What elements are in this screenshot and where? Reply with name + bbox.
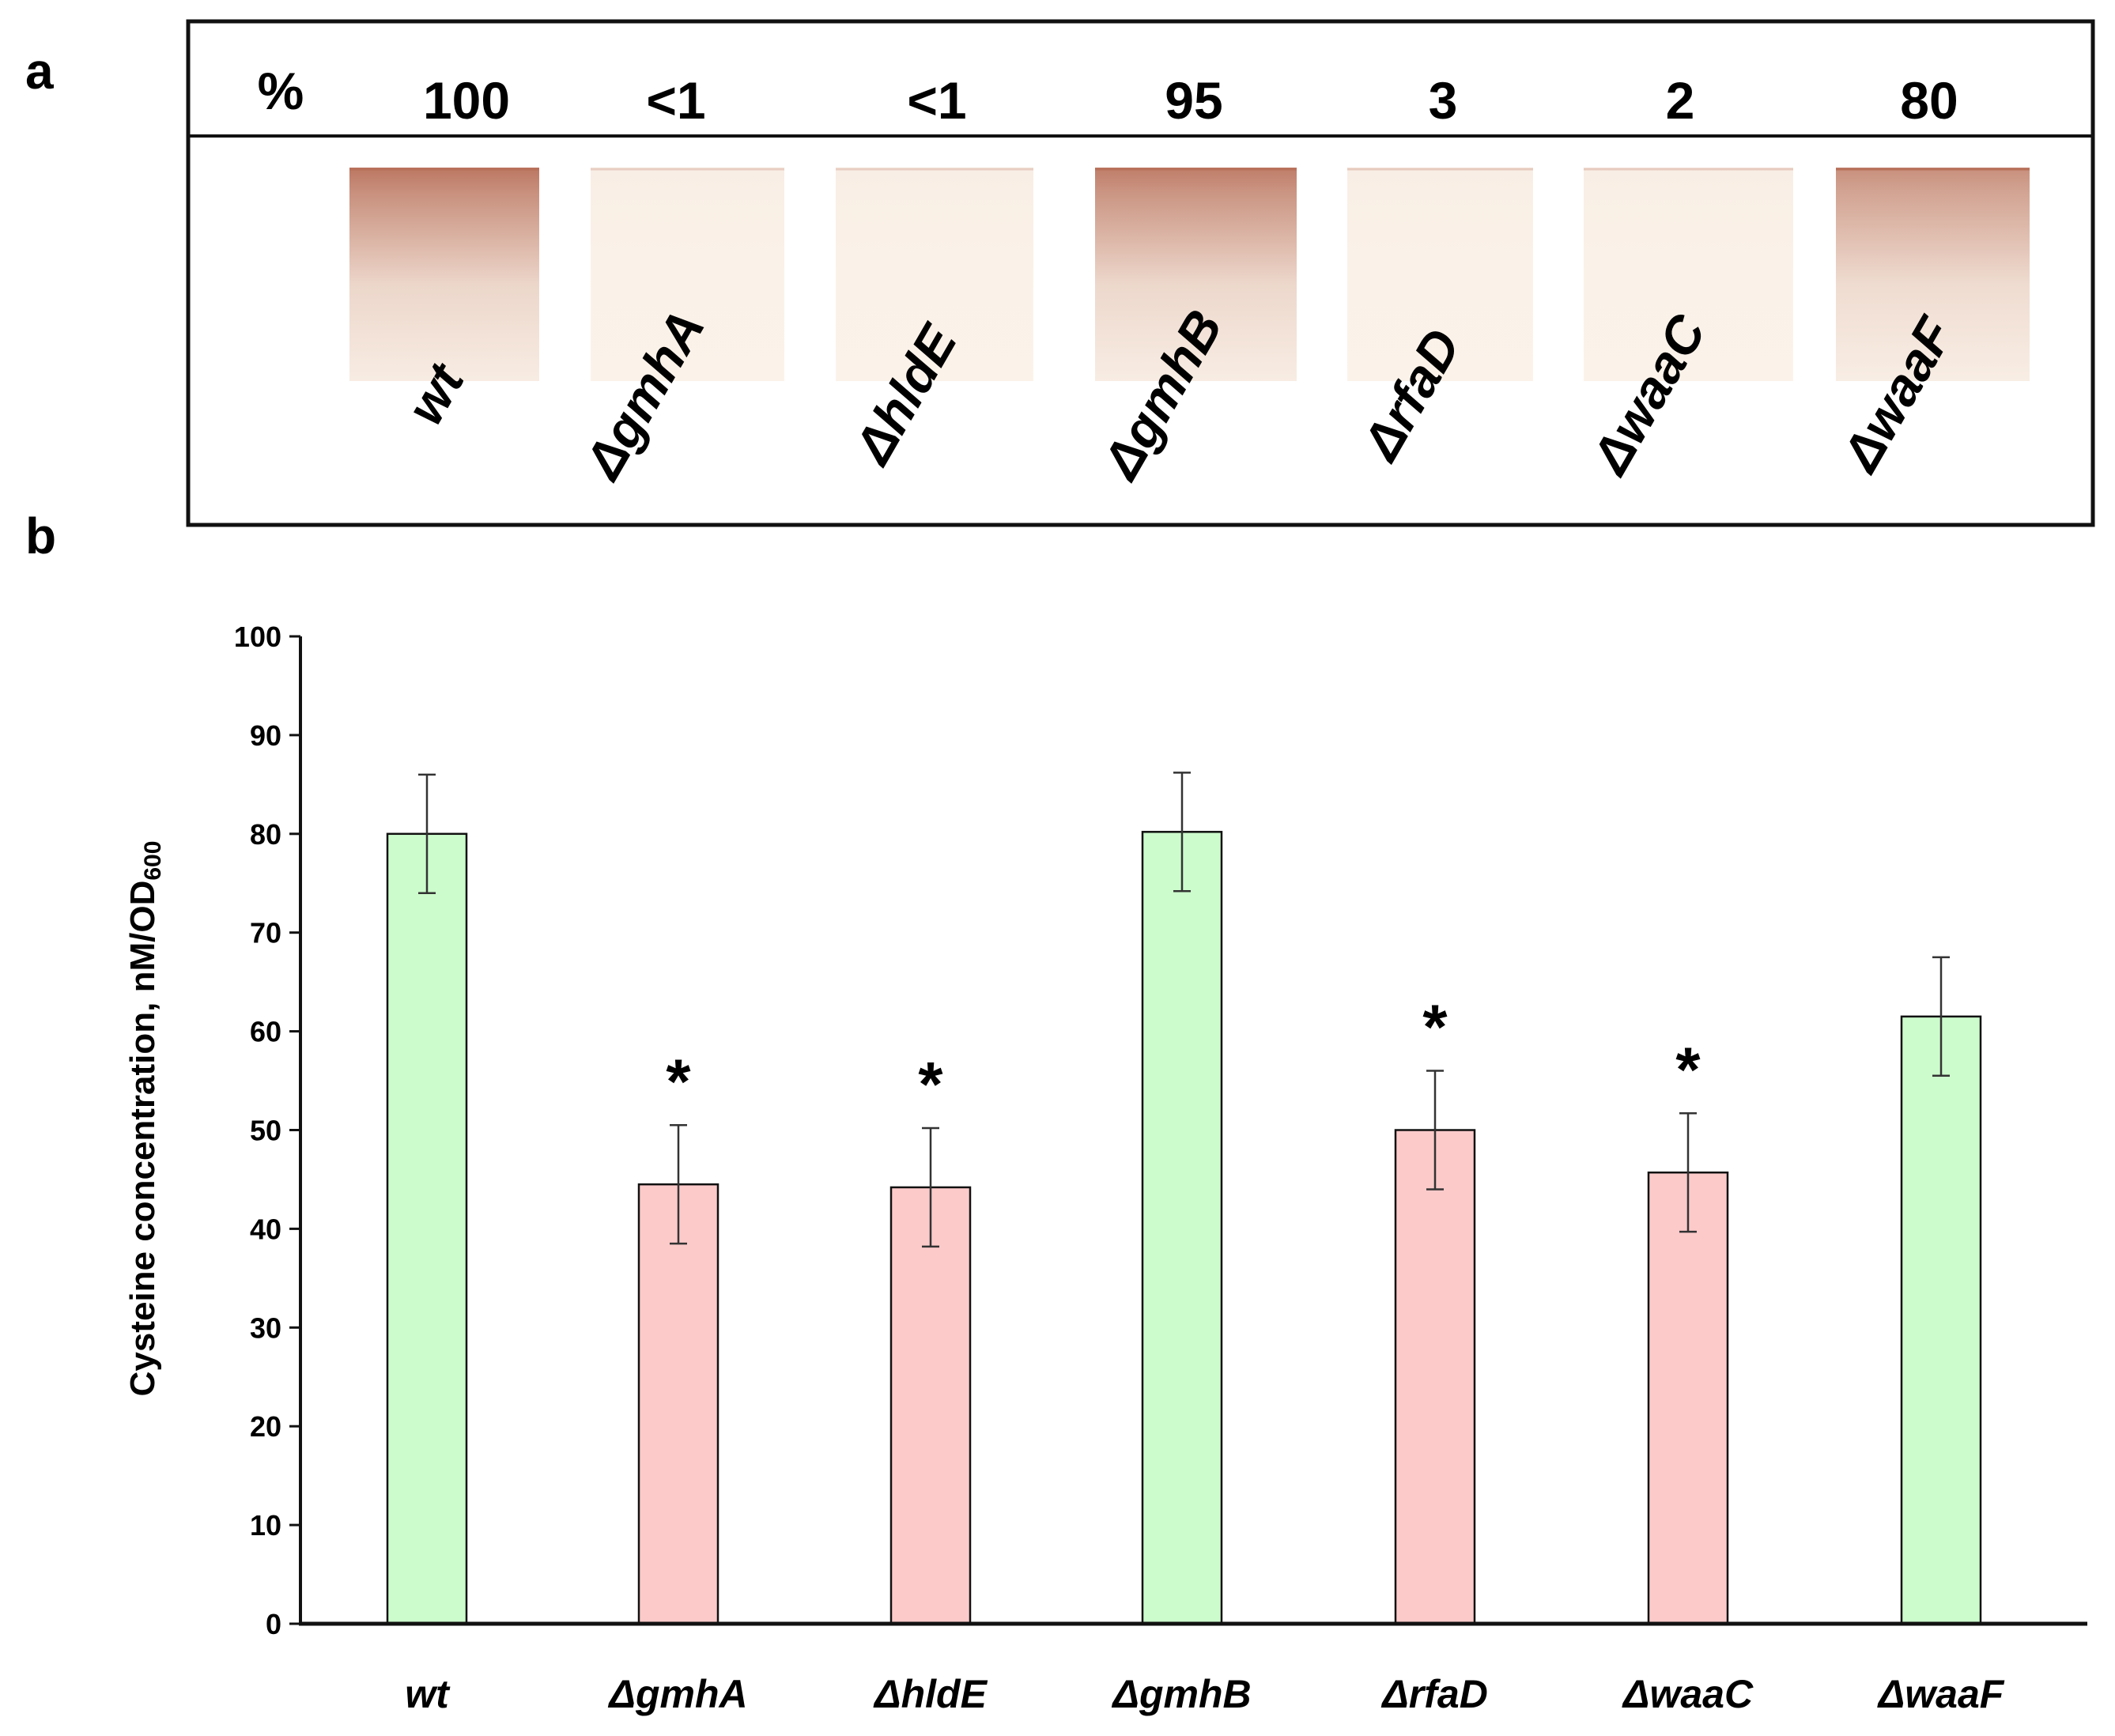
y-axis-label-main: Cysteine concentration, nM/OD xyxy=(123,881,162,1397)
x-category-label: wt xyxy=(405,1672,451,1716)
strip-stain xyxy=(591,168,784,381)
strip-stain xyxy=(1836,168,2030,381)
y-tick-label: 70 xyxy=(250,917,281,949)
strip-stain xyxy=(1584,168,1793,381)
bar xyxy=(637,1183,719,1625)
x-category-label: ΔhldE xyxy=(873,1672,988,1716)
bar xyxy=(1900,1015,1982,1625)
strip-stain xyxy=(1347,168,1533,381)
y-tick-label: 60 xyxy=(250,1016,281,1048)
bar xyxy=(1647,1171,1729,1625)
bar-chart: Cysteine concentration, nM/OD600 0 10 20 30… xyxy=(123,621,2087,1716)
percent-value: <1 xyxy=(646,71,705,130)
panel-a-frame xyxy=(186,19,2095,527)
significance-star: * xyxy=(666,1046,691,1116)
y-tick-label: 30 xyxy=(250,1311,281,1344)
significance-star: * xyxy=(1422,992,1448,1062)
percent-value: 2 xyxy=(1666,71,1695,130)
percent-value: <1 xyxy=(907,71,966,130)
strip-stain xyxy=(1095,168,1297,381)
percent-header: % xyxy=(258,62,304,120)
strip-lanes: 100wt<1ΔgmhA<1ΔhldE95ΔgmhB3ΔrfaD2ΔwaaC80… xyxy=(349,71,2030,490)
significance-star: * xyxy=(1675,1034,1701,1104)
y-axis-label-subscript: 600 xyxy=(140,841,166,881)
y-tick-label: 40 xyxy=(250,1213,281,1245)
percent-value: 100 xyxy=(423,71,510,130)
x-category-label: ΔwaaC xyxy=(1622,1672,1754,1716)
y-tick-label: 20 xyxy=(250,1410,281,1443)
percent-value: 80 xyxy=(1900,71,1958,130)
x-category-label: ΔrfaD xyxy=(1380,1672,1488,1716)
bar xyxy=(1141,831,1223,1625)
percent-value: 95 xyxy=(1165,71,1222,130)
y-tick-label: 100 xyxy=(234,621,281,653)
x-category-label: ΔgmhA xyxy=(607,1672,747,1716)
strip-stain xyxy=(349,168,539,381)
panel-b-letter: b xyxy=(25,508,56,564)
y-tick-label: 80 xyxy=(250,818,281,851)
x-category-label: ΔgmhB xyxy=(1111,1672,1251,1716)
panel-a-letter: a xyxy=(25,43,54,100)
significance-star: * xyxy=(918,1049,943,1119)
bar xyxy=(1394,1129,1476,1625)
y-tick-label: 50 xyxy=(250,1115,281,1147)
strip-stain xyxy=(836,168,1033,381)
y-tick-label: 0 xyxy=(266,1608,281,1640)
y-tick-label: 90 xyxy=(250,719,281,752)
y-axis-label: Cysteine concentration, nM/OD600 xyxy=(123,841,166,1397)
percent-value: 3 xyxy=(1429,71,1458,130)
bar xyxy=(889,1186,972,1625)
y-tick-label: 10 xyxy=(250,1509,281,1542)
bar xyxy=(386,832,468,1625)
x-category-label: ΔwaaF xyxy=(1877,1672,2005,1716)
